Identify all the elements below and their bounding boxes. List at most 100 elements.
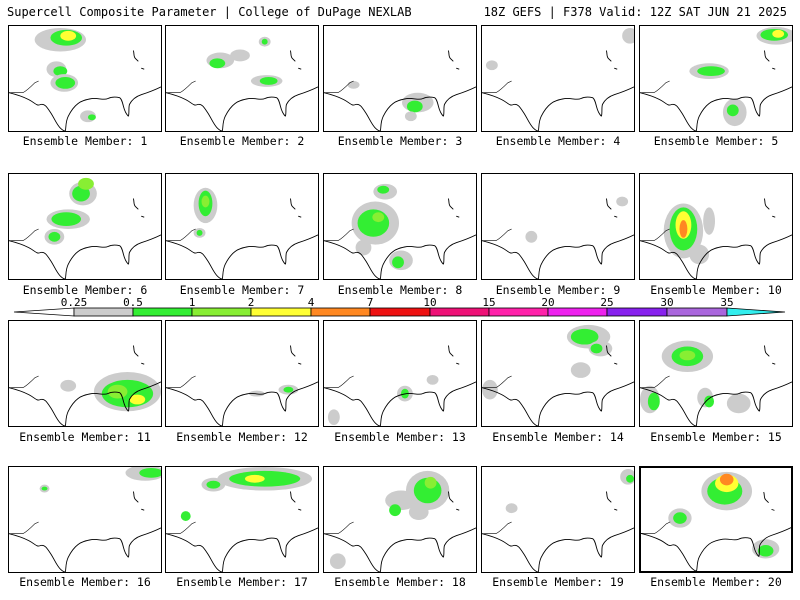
lake-outline — [447, 491, 460, 511]
scp-contour-blob — [372, 212, 385, 223]
scp-contour-blob — [590, 343, 603, 354]
scp-contour-blob — [196, 229, 203, 236]
ensemble-member-label: Ensemble Member: 3 — [337, 134, 463, 148]
scp-contour-blob — [230, 49, 250, 62]
scp-contour-map — [482, 27, 634, 131]
scp-contour-blob — [261, 38, 268, 45]
coastline — [640, 381, 792, 426]
lake-outline — [132, 491, 145, 511]
colorbar-tick-label: 1 — [188, 296, 196, 309]
scp-contour-blob — [206, 480, 221, 489]
scp-contour-blob — [726, 104, 739, 117]
scp-contour-blob — [616, 196, 629, 207]
scp-contour-map — [482, 324, 634, 426]
colorbar-tick-label: 20 — [541, 296, 555, 309]
scp-contour-map — [324, 183, 476, 279]
lake-outline — [132, 345, 145, 365]
scp-contour-map — [640, 26, 792, 131]
scp-contour-map — [641, 471, 791, 571]
coastline — [641, 527, 791, 571]
scp-contour-map — [324, 50, 476, 131]
ensemble-member-label: Ensemble Member: 4 — [495, 134, 621, 148]
scp-contour-map — [166, 467, 318, 572]
lake-outline — [289, 345, 302, 365]
lake-outline — [763, 345, 776, 365]
lake-outline — [447, 50, 460, 70]
header: Supercell Composite Parameter | College … — [0, 0, 800, 22]
ensemble-member-map — [639, 466, 793, 573]
scp-contour-blob — [201, 195, 210, 208]
colorbar-swatch — [132, 307, 193, 317]
coastline — [166, 381, 318, 426]
ensemble-member-label: Ensemble Member: 15 — [650, 430, 782, 444]
coastline — [9, 234, 161, 279]
scp-contour-blob — [78, 177, 94, 190]
ensemble-member-map — [165, 320, 319, 427]
ensemble-member-map — [481, 173, 635, 280]
colorbar-tick-label: 10 — [423, 296, 437, 309]
ensemble-member-label: Ensemble Member: 5 — [653, 134, 779, 148]
coastline — [482, 86, 634, 131]
ensemble-member-map — [481, 25, 635, 132]
colorbar-high-arrow — [726, 307, 786, 317]
border-line — [9, 228, 39, 242]
border-line — [166, 521, 196, 535]
colorbar-strip — [13, 307, 786, 317]
colorbar-swatch — [310, 307, 371, 317]
border-line — [482, 375, 512, 389]
scp-contour-blob — [87, 114, 96, 121]
scp-contour-blob — [626, 474, 634, 483]
ensemble-member-label: Ensemble Member: 11 — [19, 430, 151, 444]
scp-contour-blob — [129, 394, 146, 405]
scp-contour-map — [324, 345, 476, 426]
colorbar-tick-label: 35 — [720, 296, 734, 309]
scp-contour-blob — [689, 244, 710, 265]
scp-contour-blob — [679, 220, 688, 238]
scp-contour-blob — [283, 386, 294, 393]
title-right: 18Z GEFS | F378 Valid: 12Z SAT JUN 21 20… — [483, 5, 787, 19]
lake-outline — [289, 198, 302, 218]
lake-outline — [763, 50, 776, 70]
colorbar-swatch — [666, 307, 728, 317]
scp-contour-map — [166, 345, 318, 426]
scp-contour-blob — [51, 212, 82, 227]
scp-contour-blob — [72, 185, 90, 202]
ensemble-member-map — [8, 173, 162, 280]
scp-contour-blob — [347, 80, 360, 89]
scp-contour-blob — [570, 362, 591, 378]
ensemble-member-map — [8, 25, 162, 132]
border-line — [482, 228, 512, 242]
scp-contour-blob — [697, 66, 725, 77]
ensemble-member-map — [165, 25, 319, 132]
title-left: Supercell Composite Parameter | College … — [7, 5, 412, 19]
scp-contour-blob — [180, 511, 191, 521]
ensemble-member-label: Ensemble Member: 7 — [179, 283, 305, 297]
ensemble-member-label: Ensemble Member: 8 — [337, 283, 463, 297]
colorbar-swatch — [488, 307, 549, 317]
scp-contour-blob — [209, 58, 226, 69]
coastline — [9, 527, 161, 572]
ensemble-member-map — [8, 320, 162, 427]
scp-contour-blob — [355, 239, 372, 256]
scp-contour-blob — [41, 486, 48, 491]
scp-contour-blob — [426, 374, 439, 385]
scp-contour-map — [166, 187, 318, 279]
border-line — [9, 375, 39, 389]
border-line — [324, 80, 354, 94]
colorbar-tick-label: 15 — [482, 296, 496, 309]
ensemble-member-map — [639, 25, 793, 132]
colorbar-tick-label: 30 — [660, 296, 674, 309]
scp-contour-blob — [647, 392, 660, 411]
border-line — [9, 521, 39, 535]
ensemble-member-map — [481, 320, 635, 427]
lake-outline — [447, 345, 460, 365]
scp-contour-blob — [703, 207, 716, 235]
ensemble-member-label: Ensemble Member: 2 — [179, 134, 305, 148]
colorbar-tick-label: 4 — [307, 296, 315, 309]
scp-contour-blob — [525, 230, 538, 243]
coastline — [166, 86, 318, 131]
colorbar-low-arrow — [13, 307, 75, 317]
ensemble-member-label: Ensemble Member: 10 — [650, 283, 782, 297]
scp-contour-blob — [570, 328, 599, 345]
border-line — [640, 375, 670, 389]
